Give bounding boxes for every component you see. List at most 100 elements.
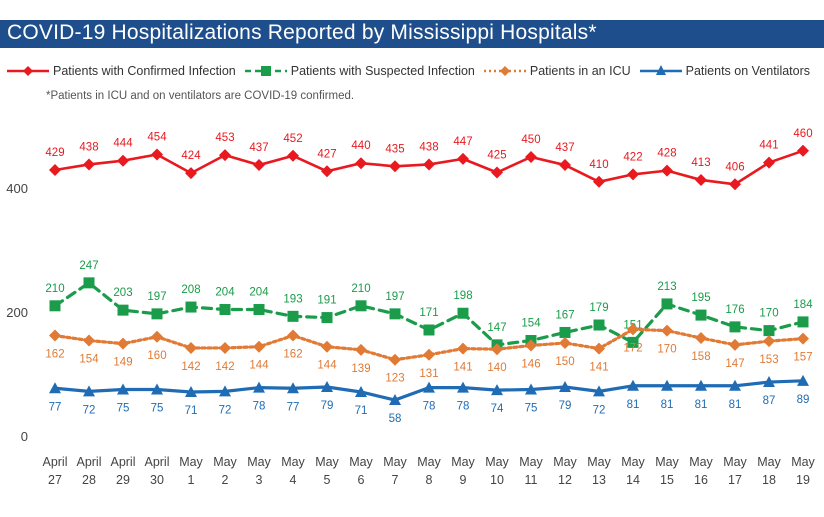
chart-title: COVID-19 Hospitalizations Reported by Mi… — [7, 21, 597, 44]
data-label-3: 71 — [355, 405, 368, 417]
data-point-2 — [593, 342, 605, 355]
data-point-3 — [83, 385, 95, 397]
data-point-3 — [559, 381, 571, 393]
data-point-0 — [593, 175, 605, 188]
data-label-3: 75 — [117, 403, 130, 415]
data-label-0: 453 — [215, 132, 234, 144]
data-label-2: 131 — [419, 368, 438, 380]
data-label-2: 144 — [317, 360, 337, 372]
data-label-0: 424 — [181, 150, 201, 162]
data-point-3 — [423, 381, 435, 393]
data-label-2: 157 — [793, 352, 812, 364]
data-label-3: 72 — [593, 404, 606, 416]
data-label-2: 142 — [181, 361, 200, 373]
x-tick-label-day: 15 — [660, 473, 674, 487]
data-point-0 — [423, 158, 435, 171]
data-point-3 — [287, 382, 299, 394]
data-point-3 — [525, 383, 537, 395]
data-point-0 — [83, 158, 95, 171]
data-point-2 — [627, 323, 639, 336]
data-point-2 — [491, 343, 503, 356]
data-point-0 — [321, 165, 333, 178]
data-point-3 — [763, 376, 775, 388]
data-label-2: 139 — [351, 363, 370, 375]
data-point-1 — [661, 298, 673, 310]
data-point-2 — [117, 337, 129, 350]
data-label-0: 435 — [385, 143, 404, 155]
data-label-2: 142 — [215, 361, 234, 373]
data-label-3: 89 — [797, 394, 810, 406]
data-point-3 — [185, 385, 197, 397]
data-label-0: 437 — [249, 142, 268, 154]
x-tick-label-month: May — [383, 455, 407, 469]
data-point-1 — [423, 324, 435, 336]
x-tick-label-day: 6 — [358, 473, 365, 487]
x-tick-label-day: 18 — [762, 473, 776, 487]
data-label-2: 162 — [45, 349, 64, 361]
x-tick-label-day: 1 — [188, 473, 195, 487]
data-label-1: 197 — [385, 291, 404, 303]
data-point-2 — [355, 343, 367, 356]
data-label-3: 77 — [287, 401, 300, 413]
legend-label-suspected: Patients with Suspected Infection — [290, 64, 475, 78]
data-label-1: 193 — [283, 293, 302, 305]
x-tick-label-month: April — [110, 455, 135, 469]
x-tick-label-day: 7 — [392, 473, 399, 487]
data-point-2 — [797, 332, 809, 345]
data-point-3 — [389, 394, 401, 406]
data-label-1: 203 — [113, 287, 132, 299]
x-tick-label-day: 5 — [324, 473, 331, 487]
data-label-3: 87 — [763, 395, 776, 407]
data-point-1 — [117, 304, 129, 316]
data-label-2: 153 — [759, 354, 778, 366]
data-point-0 — [117, 154, 129, 167]
data-label-3: 58 — [389, 413, 402, 425]
data-label-0: 438 — [79, 141, 98, 153]
x-tick-label-day: 2 — [222, 473, 229, 487]
data-point-3 — [661, 379, 673, 391]
data-point-1 — [355, 300, 367, 312]
data-point-0 — [457, 152, 469, 165]
data-label-2: 158 — [691, 351, 710, 363]
data-label-1: 198 — [453, 290, 472, 302]
data-label-3: 72 — [219, 404, 232, 416]
data-label-1: 147 — [487, 322, 506, 334]
x-tick-label-day: 10 — [490, 473, 504, 487]
data-point-0 — [287, 149, 299, 162]
data-label-0: 437 — [555, 142, 574, 154]
data-label-0: 454 — [147, 132, 167, 144]
data-point-2 — [287, 329, 299, 342]
data-point-3 — [151, 383, 163, 395]
data-label-1: 179 — [589, 302, 608, 314]
x-tick-label-day: 9 — [460, 473, 467, 487]
data-point-2 — [729, 338, 741, 351]
x-tick-label-month: April — [76, 455, 101, 469]
data-label-0: 406 — [725, 161, 744, 173]
data-point-3 — [797, 374, 809, 386]
x-tick-label-day: 29 — [116, 473, 130, 487]
data-label-2: 160 — [147, 350, 166, 362]
data-point-0 — [559, 159, 571, 172]
data-point-0 — [151, 148, 163, 161]
data-label-2: 141 — [453, 362, 472, 374]
data-label-0: 441 — [759, 140, 778, 152]
data-label-2: 140 — [487, 362, 506, 374]
data-point-2 — [389, 353, 401, 366]
data-label-1: 197 — [147, 291, 166, 303]
data-label-0: 438 — [419, 141, 438, 153]
data-point-2 — [321, 340, 333, 353]
data-point-2 — [185, 341, 197, 354]
data-label-0: 429 — [45, 147, 64, 159]
x-tick-label-month: May — [689, 455, 713, 469]
data-label-2: 170 — [657, 344, 676, 356]
legend-label-confirmed: Patients with Confirmed Infection — [53, 64, 236, 78]
data-point-1 — [763, 325, 775, 337]
data-point-2 — [423, 348, 435, 361]
data-point-1 — [593, 319, 605, 331]
data-point-3 — [593, 385, 605, 397]
data-label-2: 123 — [385, 373, 404, 385]
x-tick-label-month: May — [723, 455, 747, 469]
title-bar: COVID-19 Hospitalizations Reported by Mi… — [0, 20, 824, 48]
data-point-3 — [49, 382, 61, 394]
